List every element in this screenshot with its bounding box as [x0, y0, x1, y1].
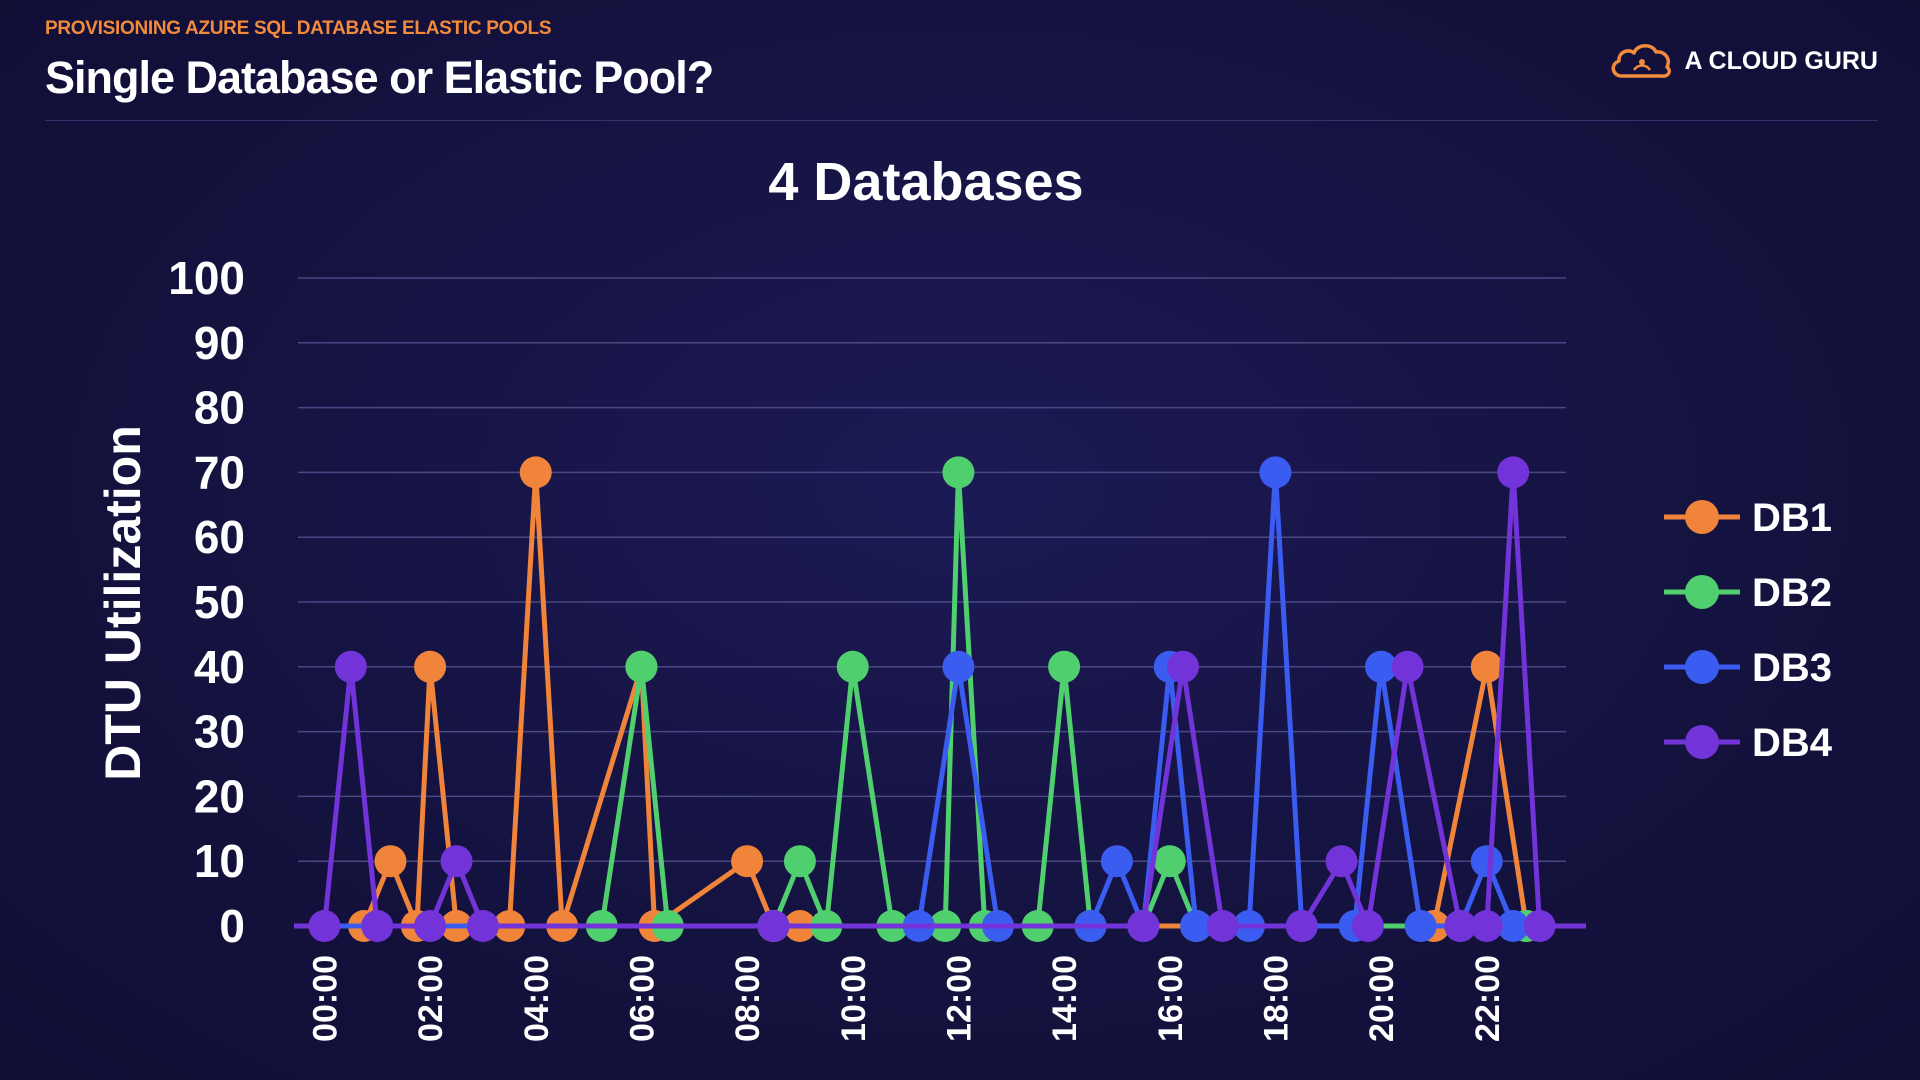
series-line-db4 [294, 469, 1586, 929]
series-line-db3 [294, 469, 1586, 929]
brand-logo: A CLOUD GURU [1608, 40, 1878, 82]
data-point-db4 [757, 910, 790, 942]
data-point-db3 [1365, 650, 1398, 683]
y-tick-label: 50 [194, 576, 245, 628]
y-tick-label: 40 [194, 641, 245, 693]
y-tick-label: 70 [194, 446, 245, 498]
data-point-db1 [731, 845, 764, 878]
data-point-db4 [1166, 650, 1199, 683]
legend-swatch-marker [1685, 500, 1719, 534]
data-point-db4 [1444, 910, 1477, 942]
legend-item-db3: DB3 [1664, 646, 1832, 690]
brand-name: A CLOUD GURU [1684, 46, 1878, 75]
legend-label: DB2 [1752, 571, 1832, 615]
x-tick-label: 16:00 [1152, 955, 1190, 1042]
data-point-db2 [1153, 845, 1186, 878]
data-point-db4 [308, 910, 341, 942]
y-tick-label: 20 [194, 770, 245, 822]
x-tick-label: 00:00 [306, 955, 344, 1042]
data-point-db4 [1206, 910, 1239, 942]
data-point-db3 [1259, 456, 1292, 489]
x-tick-label: 12:00 [940, 955, 978, 1042]
series-db4 [294, 456, 1586, 942]
y-tick-label: 90 [194, 317, 245, 369]
x-tick-label: 10:00 [835, 955, 873, 1042]
data-point-db4 [1391, 650, 1424, 683]
data-point-db1 [1470, 650, 1503, 683]
data-point-db1 [519, 456, 552, 489]
legend: DB1 DB2 DB3 DB4 [1664, 496, 1833, 765]
data-point-db4 [334, 650, 367, 683]
legend-item-db1: DB1 [1664, 496, 1832, 540]
legend-swatch-marker [1685, 725, 1719, 759]
legend-item-db4: DB4 [1664, 721, 1833, 765]
data-point-db3 [1497, 910, 1530, 942]
slide-header: PROVISIONING AZURE SQL DATABASE ELASTIC … [45, 18, 714, 104]
data-point-db2 [783, 845, 816, 878]
series-db3 [294, 456, 1586, 942]
series-lines [294, 456, 1586, 942]
data-point-db4 [1285, 910, 1318, 942]
series-db1 [294, 456, 1586, 942]
data-point-db3 [1470, 845, 1503, 878]
y-tick-label: 10 [194, 835, 245, 887]
y-tick-label: 100 [168, 252, 245, 304]
data-point-db4 [1351, 910, 1384, 942]
series-line-db2 [294, 469, 1586, 929]
x-tick-label: 20:00 [1363, 955, 1401, 1042]
course-kicker: PROVISIONING AZURE SQL DATABASE ELASTIC … [45, 18, 552, 39]
series-line-db1 [294, 469, 1586, 929]
data-point-db4 [1497, 456, 1530, 489]
x-tick-label: 22:00 [1469, 955, 1507, 1042]
x-tick-label: 04:00 [518, 955, 556, 1042]
x-tick-label: 18:00 [1257, 955, 1295, 1042]
y-tick-label: 0 [219, 900, 245, 952]
legend-item-db2: DB2 [1664, 571, 1832, 615]
y-tick-label: 60 [194, 511, 245, 563]
data-point-db1 [374, 845, 407, 878]
x-tick-label: 14:00 [1046, 955, 1084, 1042]
x-tick-labels: 00:00 02:00 04:00 06:00 08:00 10:00 12:00 14:00… [306, 955, 1506, 1042]
data-point-db2 [836, 650, 869, 683]
data-point-db2 [625, 650, 658, 683]
data-point-db1 [414, 650, 447, 683]
slide-title: Single Database or Elastic Pool? [45, 52, 714, 103]
data-point-db4 [1325, 845, 1358, 878]
legend-label: DB1 [1752, 496, 1832, 540]
data-point-db4 [1470, 910, 1503, 942]
legend-swatch-marker [1685, 650, 1719, 684]
data-point-db4 [1523, 910, 1556, 942]
data-point-db4 [466, 910, 499, 942]
chart-title: 4 Databases [768, 152, 1083, 212]
y-tick-label: 30 [194, 706, 245, 758]
data-point-db4 [414, 910, 447, 942]
cloud-logo-icon [1612, 44, 1672, 78]
data-point-db4 [440, 845, 473, 878]
x-tick-label: 08:00 [729, 955, 767, 1042]
data-point-db3 [1404, 910, 1437, 942]
data-point-db2 [1048, 650, 1081, 683]
y-tick-labels: 0 10 20 30 40 50 60 70 80 90 100 [168, 252, 245, 952]
header-divider [45, 120, 1878, 121]
x-tick-label: 06:00 [623, 955, 661, 1042]
legend-label: DB4 [1752, 721, 1833, 765]
data-point-db4 [1127, 910, 1160, 942]
data-point-db3 [942, 650, 975, 683]
data-point-db3 [1180, 910, 1213, 942]
data-point-db2 [942, 456, 975, 489]
legend-label: DB3 [1752, 646, 1832, 690]
y-tick-label: 80 [194, 382, 245, 434]
series-db2 [294, 456, 1586, 942]
y-axis-label: DTU Utilization [95, 425, 151, 781]
x-tick-label: 02:00 [412, 955, 450, 1042]
data-point-db3 [1100, 845, 1133, 878]
data-point-db4 [361, 910, 394, 942]
legend-swatch-marker [1685, 575, 1719, 609]
